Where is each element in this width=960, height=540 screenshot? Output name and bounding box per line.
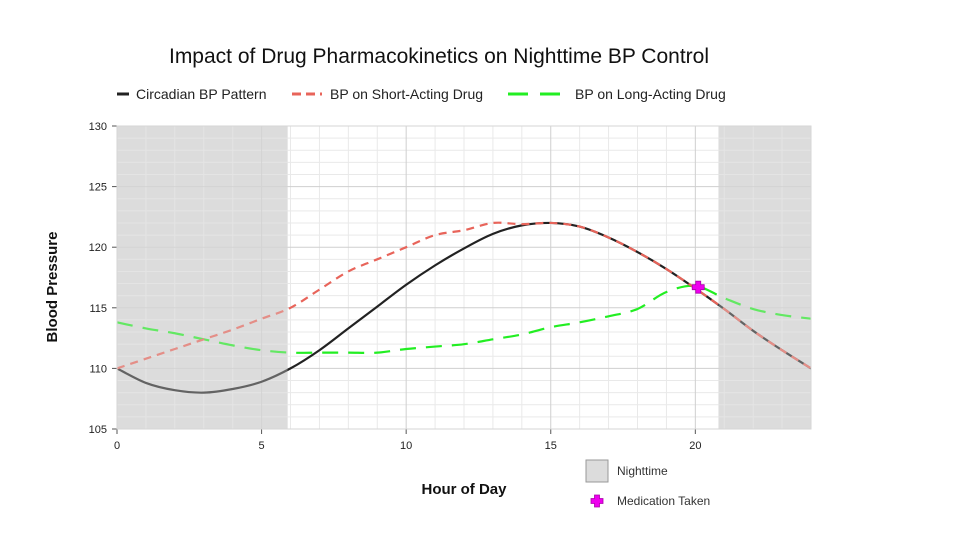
y-tick-label: 110	[89, 363, 107, 375]
annotation-key: Nighttime Medication Taken	[585, 459, 710, 508]
legend-label-0: Circadian BP Pattern	[136, 86, 266, 102]
series-line-2	[116, 284, 812, 355]
y-tick-label: 125	[89, 182, 107, 194]
y-tick-label: 120	[89, 242, 107, 254]
y-tick-label: 130	[89, 121, 107, 133]
plot-area: 0 5 10 15 20 105 110 115 120 125 130	[89, 121, 812, 452]
x-tick-label: 0	[114, 440, 120, 452]
medication-marker-0	[691, 280, 705, 294]
y-tick-label: 115	[89, 303, 107, 315]
x-tick-label: 10	[400, 440, 412, 452]
plot-frame	[116, 125, 812, 430]
x-tick-label: 5	[259, 440, 265, 452]
legend-label-1: BP on Short-Acting Drug	[330, 86, 483, 102]
x-axis-label: Hour of Day	[421, 481, 507, 498]
key-medication-swatch	[590, 494, 604, 508]
key-label-1: Medication Taken	[617, 494, 710, 508]
chart-title: Impact of Drug Pharmacokinetics on Night…	[169, 45, 709, 68]
legend: Circadian BP Pattern BP on Short-Acting D…	[117, 86, 726, 102]
legend-label-2: BP on Long-Acting Drug	[575, 86, 726, 102]
x-tick-label: 20	[689, 440, 701, 452]
nighttime-overlay-1	[718, 126, 811, 429]
x-tick-label: 15	[545, 440, 557, 452]
key-label-0: Nighttime	[617, 464, 668, 478]
y-axis-label: Blood Pressure	[44, 232, 61, 343]
nighttime-overlay-0	[117, 126, 288, 429]
key-nighttime-swatch	[585, 459, 609, 483]
y-tick-label: 105	[89, 424, 107, 436]
nighttime-region-1	[718, 126, 811, 429]
